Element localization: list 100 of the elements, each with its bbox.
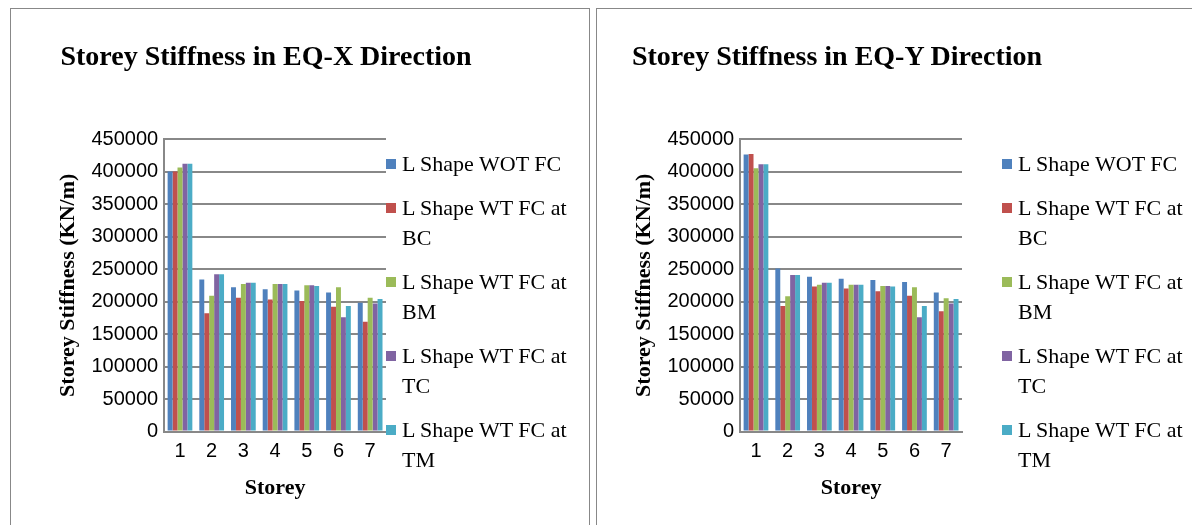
bar xyxy=(911,287,917,431)
bar xyxy=(335,287,341,431)
bar xyxy=(890,286,896,431)
bar xyxy=(282,284,288,431)
legend-label: L Shape WT FC at TM xyxy=(1018,416,1184,474)
bar xyxy=(182,163,188,431)
bar xyxy=(362,321,368,431)
bar xyxy=(763,164,769,431)
bar xyxy=(219,274,225,431)
y-tick-label: 450000 xyxy=(667,126,735,149)
legend-label: L Shape WT FC at BC xyxy=(402,194,568,252)
bar xyxy=(838,278,844,431)
legend-label: L Shape WOT FC xyxy=(402,150,562,178)
bar xyxy=(245,282,251,431)
x-tick-label: 2 xyxy=(206,439,218,462)
bar xyxy=(807,276,812,431)
legend-label: L Shape WT FC at TM xyxy=(402,416,568,474)
bar xyxy=(811,286,817,431)
bar xyxy=(272,284,278,431)
y-tick-label: 450000 xyxy=(91,126,159,149)
x-tick-label: 2 xyxy=(782,439,794,462)
bar xyxy=(204,313,210,431)
x-tick-label: 4 xyxy=(845,439,857,462)
bar xyxy=(953,298,959,431)
chart-title: Storey Stiffness in EQ-Y Direction xyxy=(630,39,1044,73)
y-tick-label: 400000 xyxy=(667,159,735,182)
y-tick-label: 300000 xyxy=(667,224,735,247)
bar xyxy=(902,282,908,431)
x-tick-label: 5 xyxy=(877,439,889,462)
y-tick-label: 400000 xyxy=(91,159,159,182)
bar xyxy=(331,306,336,431)
y-tick-label: 350000 xyxy=(667,191,735,214)
bar xyxy=(933,292,939,431)
bar xyxy=(314,285,320,431)
bar xyxy=(875,291,881,431)
y-axis-title: Storey Stiffness (KN/m) xyxy=(53,173,79,397)
bar xyxy=(948,303,954,431)
bar xyxy=(938,311,944,431)
bar xyxy=(250,282,256,431)
y-tick-label: 150000 xyxy=(667,321,735,344)
bar xyxy=(848,284,854,431)
y-tick-label: 100000 xyxy=(91,354,159,377)
bar xyxy=(775,268,781,431)
bar xyxy=(758,164,764,431)
bar xyxy=(240,284,246,431)
x-axis-title: Storey xyxy=(820,474,882,500)
bar xyxy=(377,298,383,431)
bar xyxy=(885,285,891,431)
x-tick-label: 5 xyxy=(301,439,313,462)
bar xyxy=(795,274,801,431)
bar xyxy=(345,306,351,431)
bar xyxy=(880,285,886,431)
y-tick-label: 250000 xyxy=(667,256,735,279)
y-tick-label: 150000 xyxy=(91,321,159,344)
x-axis-title: Storey xyxy=(244,474,306,500)
bar xyxy=(172,171,178,431)
x-tick-label: 6 xyxy=(908,439,921,462)
bar xyxy=(214,274,220,431)
bar xyxy=(785,296,791,431)
bar xyxy=(187,163,193,431)
x-tick-label: 7 xyxy=(364,439,376,462)
y-tick-label: 200000 xyxy=(667,289,735,312)
bar xyxy=(235,297,241,431)
legend-label: L Shape WOT FC xyxy=(1018,150,1178,178)
bar xyxy=(167,171,173,431)
x-tick-label: 6 xyxy=(332,439,345,462)
x-tick-label: 4 xyxy=(269,439,281,462)
bar xyxy=(921,306,927,431)
chart-title: Storey Stiffness in EQ-X Direction xyxy=(59,39,473,73)
x-tick-label: 1 xyxy=(750,439,762,462)
bar xyxy=(858,284,864,431)
bar xyxy=(826,282,832,431)
y-tick-label: 100000 xyxy=(667,354,735,377)
y-tick-label: 200000 xyxy=(91,289,159,312)
bar xyxy=(372,303,378,431)
bar xyxy=(743,154,749,431)
legend-label: L Shape WT FC at BM xyxy=(402,268,568,326)
legend-label: L Shape WT FC at TC xyxy=(1018,342,1184,400)
y-tick-label: 50000 xyxy=(678,386,735,409)
y-tick-label: 350000 xyxy=(91,191,159,214)
bar xyxy=(748,153,754,431)
bar xyxy=(780,306,786,431)
bar xyxy=(267,299,273,431)
legend-label: L Shape WT FC at BC xyxy=(1018,194,1184,252)
bar xyxy=(943,298,949,431)
bar xyxy=(790,274,796,431)
y-tick-label: 0 xyxy=(147,419,159,442)
bar xyxy=(907,295,912,431)
x-tick-label: 3 xyxy=(813,439,825,462)
bar xyxy=(299,300,305,431)
bar xyxy=(209,295,215,431)
legend-label: L Shape WT FC at BM xyxy=(1018,268,1184,326)
x-tick-label: 3 xyxy=(237,439,249,462)
bar xyxy=(304,285,310,431)
bar xyxy=(821,282,827,431)
bar xyxy=(309,285,315,431)
bar xyxy=(916,317,922,431)
bar xyxy=(816,284,822,431)
x-tick-label: 7 xyxy=(940,439,952,462)
y-tick-label: 250000 xyxy=(91,256,159,279)
